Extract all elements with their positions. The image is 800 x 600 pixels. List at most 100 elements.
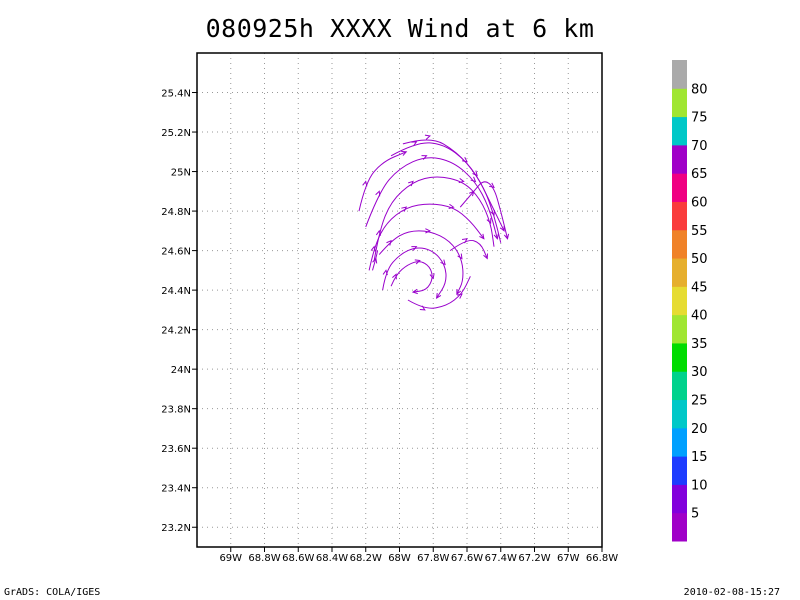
- x-tick-label: 66.8W: [586, 553, 618, 564]
- colorbar-segment: [672, 399, 687, 429]
- streamline-arrowhead: [411, 288, 418, 295]
- y-tick-label: 23.8N: [161, 405, 191, 416]
- streamline-arrowhead: [375, 229, 382, 236]
- streamline-arrowhead: [461, 238, 468, 244]
- colorbar-segment: [672, 456, 687, 485]
- x-tick-label: 68W: [388, 553, 411, 564]
- colorbar-label: 70: [691, 139, 708, 154]
- y-tick-label: 25.2N: [161, 128, 191, 139]
- streamline-arrowhead: [392, 273, 397, 280]
- y-tick-label: 23.6N: [161, 444, 191, 455]
- streamline-arrowhead: [386, 239, 392, 246]
- plot-frame: [196, 52, 603, 548]
- streamline: [378, 230, 464, 295]
- streamline-arrowhead: [425, 228, 432, 234]
- streamline: [390, 261, 433, 293]
- streamline: [459, 181, 508, 239]
- colorbar-segment: [672, 116, 687, 146]
- streamline: [382, 247, 447, 299]
- colorbar-label: 60: [691, 195, 708, 210]
- x-tick-label: 68.2W: [350, 553, 382, 564]
- colorbar-segment: [672, 512, 687, 542]
- colorbar-label: 80: [691, 82, 708, 97]
- x-tick-label: 69W: [219, 553, 242, 564]
- streamline-arrowhead: [372, 257, 378, 264]
- colorbar-segment: [672, 286, 687, 316]
- colorbar-label: 35: [691, 337, 708, 352]
- streamline: [407, 276, 471, 309]
- y-tick-label: 24.8N: [161, 207, 191, 218]
- streamline-arrowhead: [382, 269, 388, 276]
- colorbar-segment: [672, 88, 687, 118]
- x-tick-label: 67W: [557, 553, 580, 564]
- streamline-arrowhead: [493, 233, 499, 240]
- footer-timestamp: 2010-02-08-15:27: [683, 587, 780, 598]
- colorbar-segment: [672, 60, 687, 89]
- streamline-arrowhead: [414, 259, 421, 265]
- streamline-arrowhead: [375, 190, 381, 197]
- colorbar-label: 20: [691, 422, 708, 437]
- streamline-arrowhead: [408, 180, 414, 187]
- streamline-arrowhead: [461, 157, 468, 163]
- colorbar-segment: [672, 258, 687, 287]
- colorbar-label: 65: [691, 167, 708, 182]
- grid-layer: [197, 53, 603, 547]
- y-tick-label: 24.4N: [161, 286, 191, 297]
- streamline-arrowhead: [483, 253, 488, 260]
- streamline-arrowhead: [458, 177, 465, 184]
- colorbar-label: 25: [691, 394, 708, 409]
- streamline-arrowhead: [486, 217, 492, 224]
- streamline-arrowhead: [370, 245, 376, 252]
- y-tick-label: 24.2N: [161, 326, 191, 337]
- streamline: [365, 157, 498, 239]
- streamline-arrowhead: [456, 289, 462, 296]
- streamline-arrowhead: [503, 233, 510, 240]
- streamline: [373, 176, 495, 261]
- streamline-arrowhead: [401, 206, 408, 212]
- streamline: [358, 151, 407, 212]
- streamline-arrowhead: [457, 253, 463, 260]
- streamline-arrowhead: [456, 293, 463, 299]
- streamline-arrowhead: [421, 155, 428, 160]
- colorbar-label: 50: [691, 252, 708, 267]
- colorbar-segment: [672, 173, 687, 202]
- streamline-arrowhead: [424, 134, 431, 140]
- y-tick-label: 23.2N: [161, 523, 191, 534]
- colorbar-segment: [672, 371, 687, 401]
- y-tick-label: 24.6N: [161, 247, 191, 258]
- x-tick-label: 68.8W: [248, 553, 280, 564]
- streamline-arrowhead: [436, 293, 442, 299]
- x-tick-label: 68.4W: [316, 553, 348, 564]
- x-tick-label: 67.8W: [417, 553, 449, 564]
- x-tick-label: 68.6W: [282, 553, 314, 564]
- colorbar-label: 15: [691, 450, 708, 465]
- streamline-arrowhead: [440, 259, 446, 266]
- y-tick-label: 24N: [171, 365, 191, 376]
- streamline-arrowhead: [419, 305, 426, 311]
- colorbar-segment: [672, 229, 687, 259]
- colorbar-segment: [672, 342, 687, 372]
- colorbar: 5 10 15 20 25 30 35 40 45 50 55 60 65 70 75 80: [672, 60, 708, 542]
- streamline-arrowhead: [411, 141, 418, 147]
- colorbar-label: 5: [691, 507, 699, 522]
- streamline-arrowhead: [468, 190, 475, 197]
- streamline-arrowhead: [411, 246, 418, 251]
- colorbar-label: 10: [691, 478, 708, 493]
- x-tick-label: 67.2W: [518, 553, 550, 564]
- y-tick-label: 25N: [171, 168, 191, 179]
- streamline-arrowhead: [499, 225, 505, 232]
- colorbar-label: 30: [691, 365, 708, 380]
- streamline-arrowhead: [470, 176, 477, 183]
- colorbar-segment: [672, 314, 687, 344]
- colorbar-label: 75: [691, 111, 708, 126]
- streamline: [449, 239, 488, 259]
- streamline-arrowhead: [401, 151, 408, 156]
- y-tick-label: 25.4N: [161, 89, 191, 100]
- streamline-arrowhead: [448, 203, 455, 210]
- axis-layer: 69W 68.8W 68.6W 68.4W 68.2W 68W 67.8W 67.6W 67.4…: [161, 89, 618, 564]
- streamline-arrowhead: [472, 170, 478, 177]
- streamline-arrowhead: [362, 180, 368, 187]
- streamline-layer: [358, 134, 510, 311]
- footer-credit: GrADS: COLA/IGES: [4, 587, 101, 598]
